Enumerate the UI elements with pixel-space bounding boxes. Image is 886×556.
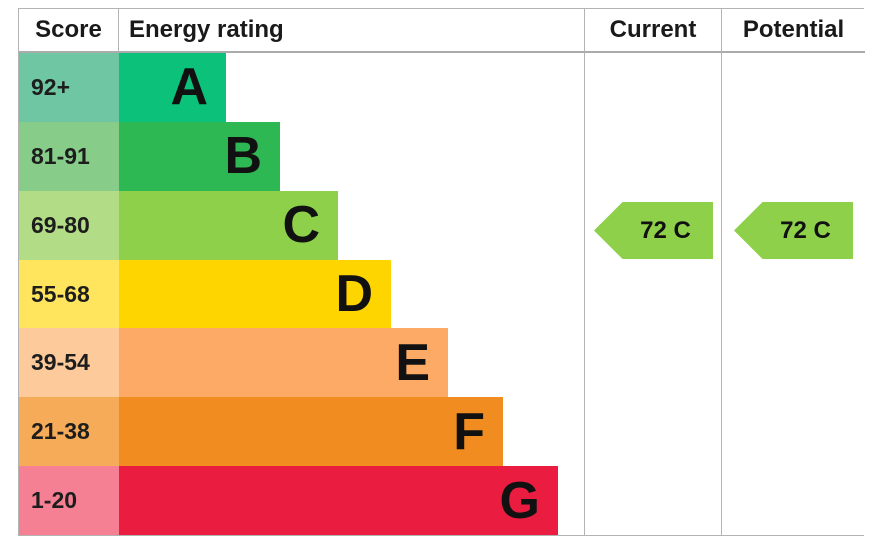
band-bar-e: E <box>119 328 448 398</box>
band-bar-d: D <box>119 259 391 329</box>
bar-area: D <box>119 259 584 329</box>
band-bar-f: F <box>119 397 503 467</box>
score-range-label: 81-91 <box>31 142 90 169</box>
current-rating-column: 72 C <box>584 53 721 535</box>
score-range-label: 55-68 <box>31 280 90 307</box>
bar-area: E <box>119 328 584 398</box>
score-range-c: 69-80 <box>19 190 119 260</box>
bar-area: G <box>119 466 584 536</box>
potential-rating-column: 72 C <box>721 53 865 535</box>
band-row-g: 1-20 G <box>19 466 584 536</box>
rating-bands: 92+ A 81-91 B <box>19 53 584 536</box>
band-row-f: 21-38 F <box>19 397 584 467</box>
score-range-d: 55-68 <box>19 259 119 329</box>
band-bar-b: B <box>119 121 280 191</box>
band-row-d: 55-68 D <box>19 259 584 329</box>
potential-rating-label: 72 C <box>780 216 831 244</box>
band-row-b: 81-91 B <box>19 121 584 191</box>
score-range-label: 69-80 <box>31 211 90 238</box>
score-range-label: 1-20 <box>31 487 78 514</box>
current-rating-arrow: 72 C <box>594 202 713 259</box>
score-range-e: 39-54 <box>19 328 119 398</box>
current-column-header: Current <box>584 9 721 53</box>
score-range-label: 21-38 <box>31 418 90 445</box>
current-rating-label: 72 C <box>640 216 691 244</box>
energy-rating-column-header: Energy rating <box>119 9 584 53</box>
potential-rating-arrow: 72 C <box>734 202 853 259</box>
band-letter-f: F <box>453 402 485 461</box>
band-bar-c: C <box>119 190 338 260</box>
band-letter-d: D <box>335 265 373 323</box>
band-row-c: 69-80 C <box>19 190 584 260</box>
epc-table: Score Energy rating Current Potential 92… <box>18 8 865 536</box>
band-bar-a: A <box>119 53 226 122</box>
score-column-header: Score <box>19 9 119 53</box>
score-range-f: 21-38 <box>19 397 119 467</box>
band-letter-e: E <box>395 333 430 392</box>
bar-area: C <box>119 190 584 260</box>
score-range-label: 39-54 <box>31 349 90 376</box>
band-bar-g: G <box>119 466 558 536</box>
potential-column-header: Potential <box>721 9 865 53</box>
band-letter-a: A <box>170 58 208 117</box>
score-range-b: 81-91 <box>19 121 119 191</box>
bar-area: F <box>119 397 584 467</box>
bar-area: A <box>119 53 584 122</box>
score-range-a: 92+ <box>19 53 119 122</box>
band-row-e: 39-54 E <box>19 328 584 398</box>
band-letter-b: B <box>224 127 262 186</box>
band-letter-c: C <box>282 196 320 255</box>
band-letter-g: G <box>499 471 540 530</box>
score-range-g: 1-20 <box>19 466 119 536</box>
score-range-label: 92+ <box>31 73 71 100</box>
bar-area: B <box>119 121 584 191</box>
band-row-a: 92+ A <box>19 53 584 122</box>
